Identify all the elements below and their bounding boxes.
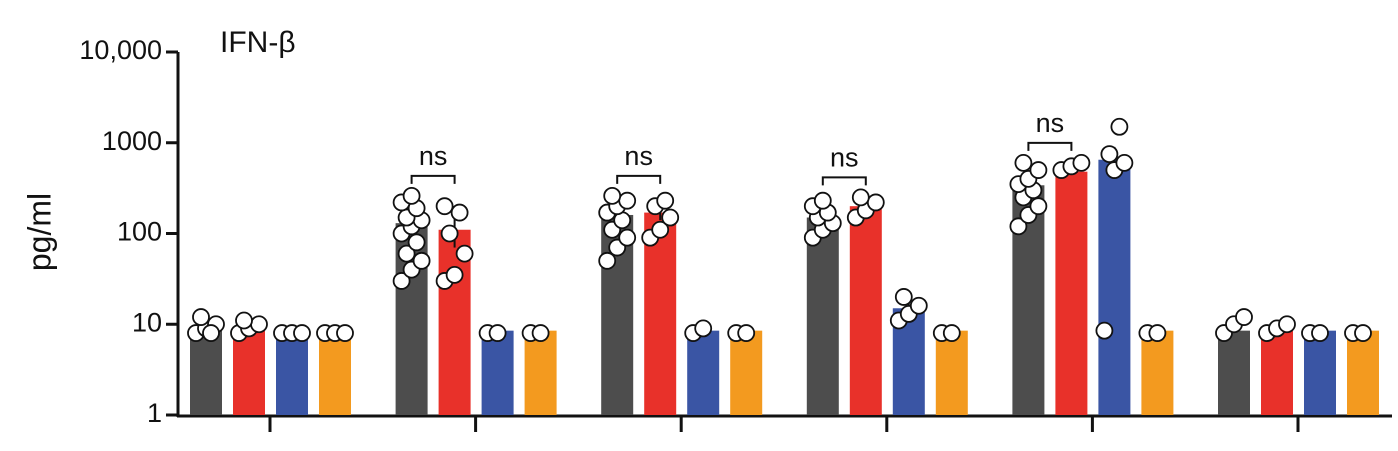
bar — [935, 330, 968, 415]
y-tick-label: 10 — [132, 307, 162, 337]
bar — [1304, 330, 1336, 415]
data-point — [488, 324, 507, 342]
data-point — [412, 251, 431, 270]
bar — [1098, 159, 1131, 415]
data-point — [435, 197, 454, 216]
data-point — [618, 191, 637, 210]
y-tick-label: 100 — [117, 217, 162, 247]
data-point — [1014, 153, 1033, 172]
data-point — [397, 244, 416, 263]
bar — [190, 330, 222, 415]
data-point — [1100, 145, 1119, 163]
data-point — [1278, 315, 1296, 334]
data-point — [651, 220, 670, 239]
y-tick-label: 1 — [147, 398, 162, 428]
data-point — [813, 191, 832, 210]
significance-bracket — [1027, 141, 1073, 151]
data-point — [293, 324, 311, 342]
data-point — [1354, 324, 1372, 342]
data-point — [618, 228, 637, 247]
significance-bracket — [821, 176, 867, 186]
bar — [1347, 330, 1379, 415]
data-point — [603, 186, 622, 205]
chart-title: IFN-β — [220, 26, 296, 59]
significance-bracket — [616, 174, 662, 184]
data-point — [866, 193, 885, 212]
bar — [1218, 330, 1250, 415]
data-point — [909, 296, 928, 315]
data-point — [661, 208, 680, 227]
data-point — [737, 324, 756, 342]
data-point — [1148, 324, 1167, 342]
data-point — [1029, 161, 1048, 179]
significance-bracket — [410, 174, 456, 184]
bar — [1055, 171, 1088, 415]
data-point — [1311, 324, 1329, 342]
data-point — [851, 188, 870, 207]
annotation: ns — [1036, 108, 1065, 138]
data-point — [445, 265, 464, 284]
bar — [687, 330, 720, 415]
bar — [481, 330, 514, 415]
data-point — [1072, 153, 1091, 172]
bar — [849, 206, 882, 415]
data-point — [402, 186, 421, 205]
data-point — [455, 244, 474, 263]
bar — [276, 330, 308, 415]
data-point — [1110, 117, 1129, 136]
data-point — [894, 288, 913, 306]
data-point — [1235, 308, 1253, 326]
bar — [1261, 330, 1293, 415]
data-point — [440, 224, 459, 243]
data-point — [192, 308, 210, 326]
data-point — [656, 191, 675, 210]
bar — [319, 330, 351, 415]
data-point — [392, 272, 411, 290]
data-point — [1009, 217, 1028, 236]
data-point — [407, 233, 426, 252]
y-axis-label: pg/ml — [21, 193, 57, 271]
data-point — [598, 251, 617, 270]
data-point — [336, 324, 354, 342]
y-tick-label: 1000 — [102, 126, 162, 156]
data-point — [694, 319, 713, 338]
data-point — [202, 324, 220, 342]
annotation: ns — [419, 141, 448, 171]
bar — [730, 330, 763, 415]
data-point — [250, 315, 268, 334]
bar — [1141, 330, 1174, 415]
data-point — [531, 324, 550, 342]
annotation: ns — [624, 141, 653, 171]
data-point — [1115, 153, 1134, 172]
data-point — [450, 203, 469, 222]
data-point — [1095, 321, 1114, 340]
annotation: ns — [830, 143, 859, 173]
data-point — [1029, 197, 1048, 216]
bar — [524, 330, 557, 415]
y-tick-label: 10,000 — [79, 35, 162, 65]
bar — [806, 217, 839, 415]
bar — [233, 328, 265, 415]
data-point — [235, 311, 253, 330]
data-point — [942, 324, 961, 342]
